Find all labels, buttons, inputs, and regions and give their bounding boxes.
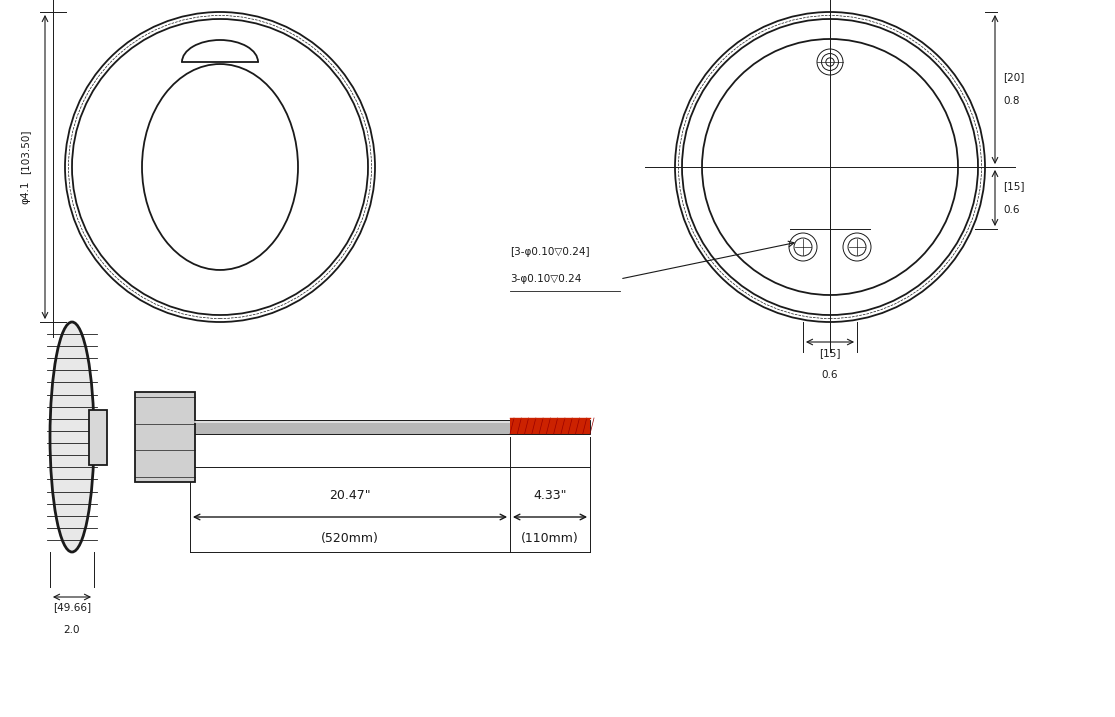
Text: [103.50]: [103.50] [20,130,30,174]
Text: (520mm): (520mm) [321,532,379,545]
Text: [3-φ0.10▽0.24]: [3-φ0.10▽0.24] [510,247,590,257]
Text: (110mm): (110mm) [521,532,579,545]
Text: [15]: [15] [1004,181,1025,191]
Bar [190,420,590,434]
Ellipse shape [50,322,94,552]
Text: 20.47": 20.47" [329,489,371,502]
Text: [49.66]: [49.66] [52,602,91,612]
Text: [15]: [15] [820,348,841,358]
Text: 0.6: 0.6 [822,370,838,380]
Text: 3-φ0.10▽0.24: 3-φ0.10▽0.24 [510,274,581,284]
Text: 2.0: 2.0 [64,625,80,635]
Text: [20]: [20] [1004,72,1025,82]
Bar [510,418,590,434]
Text: 0.8: 0.8 [1004,97,1019,107]
Bar [89,409,107,465]
Text: 0.6: 0.6 [1004,205,1019,215]
Text: φ4.1: φ4.1 [20,180,30,204]
Bar [135,392,195,482]
Text: 4.33": 4.33" [533,489,566,502]
